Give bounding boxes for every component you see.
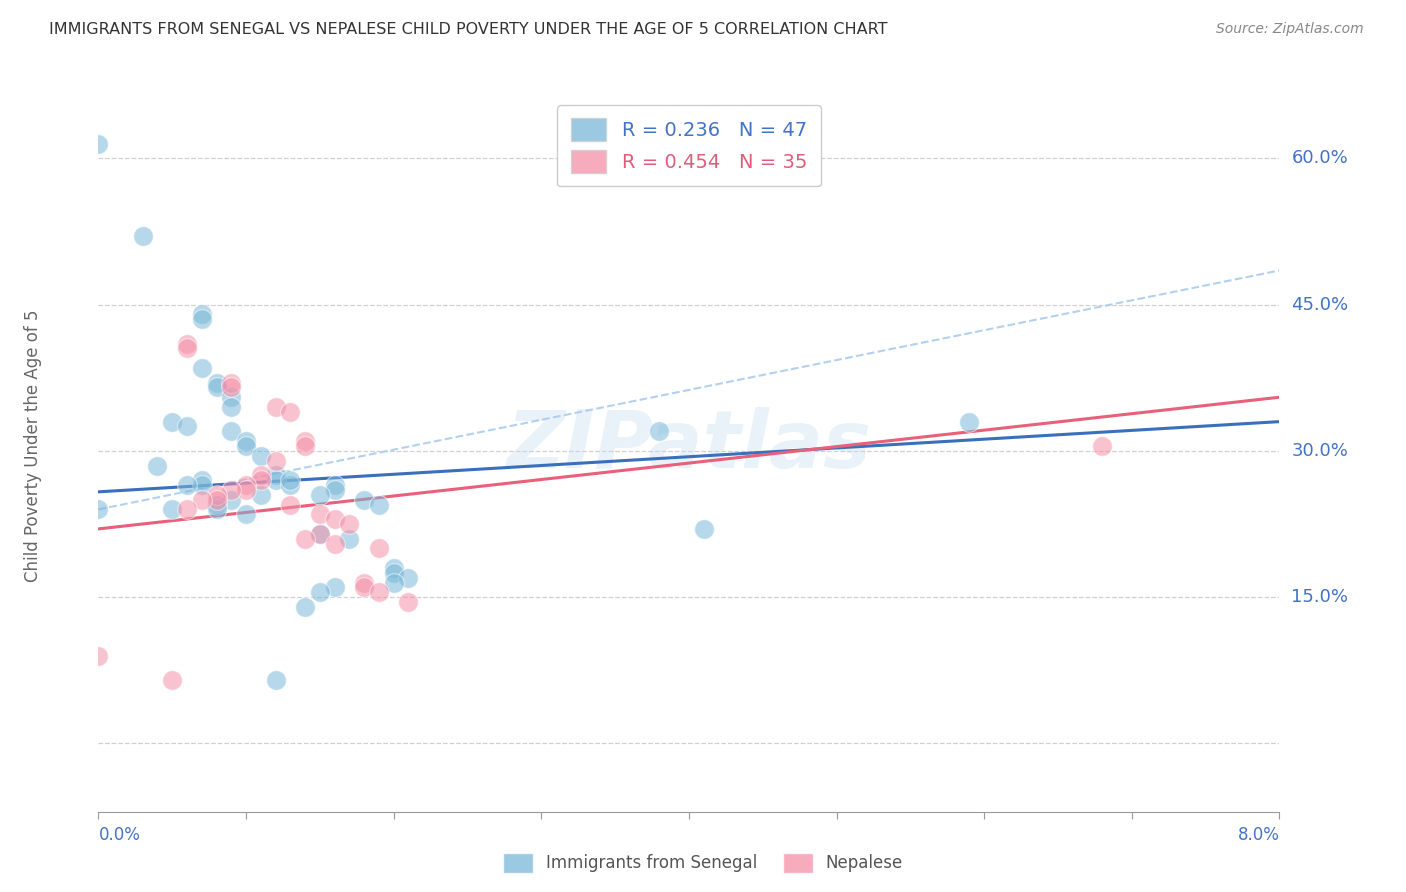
Point [368,585,391,599]
Point [959,415,981,429]
Point [294,599,316,614]
Point [191,478,214,492]
Point [250,473,273,487]
Point [205,502,228,516]
Point [221,390,243,404]
Point [309,508,332,522]
Point [280,405,302,419]
Point [264,400,287,414]
Point [205,376,228,390]
Point [221,380,243,394]
Point [280,498,302,512]
Point [382,561,405,575]
Point [264,673,287,687]
Point [323,512,346,526]
Point [339,532,361,546]
Point [264,453,287,467]
Text: 60.0%: 60.0% [1291,149,1348,168]
Point [191,361,214,376]
Point [176,502,198,516]
Point [205,492,228,507]
Point [294,532,316,546]
Point [250,449,273,463]
Point [648,425,671,439]
Point [382,575,405,590]
Text: ZIPatlas: ZIPatlas [506,407,872,485]
Point [323,536,346,550]
Point [221,425,243,439]
Point [309,585,332,599]
Point [280,478,302,492]
Point [191,492,214,507]
Point [294,439,316,453]
Point [87,136,110,151]
Point [191,473,214,487]
Point [176,342,198,356]
Point [221,376,243,390]
Point [398,595,420,609]
Point [353,575,375,590]
Point [176,478,198,492]
Text: IMMIGRANTS FROM SENEGAL VS NEPALESE CHILD POVERTY UNDER THE AGE OF 5 CORRELATION: IMMIGRANTS FROM SENEGAL VS NEPALESE CHIL… [49,22,887,37]
Text: Source: ZipAtlas.com: Source: ZipAtlas.com [1216,22,1364,37]
Point [235,483,257,497]
Point [382,566,405,580]
Legend: R = 0.236   N = 47, R = 0.454   N = 35: R = 0.236 N = 47, R = 0.454 N = 35 [557,104,821,186]
Point [339,516,361,531]
Point [264,468,287,483]
Text: 30.0%: 30.0% [1291,442,1348,460]
Text: Child Poverty Under the Age of 5: Child Poverty Under the Age of 5 [24,310,42,582]
Text: 0.0%: 0.0% [98,826,141,845]
Text: 15.0%: 15.0% [1291,588,1348,607]
Point [176,419,198,434]
Point [353,581,375,595]
Point [191,307,214,321]
Point [221,483,243,497]
Text: 45.0%: 45.0% [1291,295,1348,314]
Point [398,571,420,585]
Point [353,492,375,507]
Point [323,483,346,497]
Point [368,498,391,512]
Point [146,458,169,473]
Point [162,673,183,687]
Point [309,488,332,502]
Point [264,473,287,487]
Point [1091,439,1114,453]
Point [323,581,346,595]
Point [221,400,243,414]
Point [250,488,273,502]
Point [221,492,243,507]
Point [162,415,183,429]
Point [205,498,228,512]
Point [309,526,332,541]
Point [294,434,316,449]
Point [693,522,716,536]
Point [132,229,155,244]
Point [191,312,214,326]
Point [87,502,110,516]
Point [205,380,228,394]
Point [280,473,302,487]
Point [235,439,257,453]
Point [368,541,391,556]
Point [87,648,110,663]
Point [323,478,346,492]
Legend: Immigrants from Senegal, Nepalese: Immigrants from Senegal, Nepalese [496,847,910,880]
Text: 8.0%: 8.0% [1237,826,1279,845]
Point [235,434,257,449]
Point [309,526,332,541]
Point [235,508,257,522]
Point [250,468,273,483]
Point [176,336,198,351]
Point [205,488,228,502]
Point [235,478,257,492]
Point [162,502,183,516]
